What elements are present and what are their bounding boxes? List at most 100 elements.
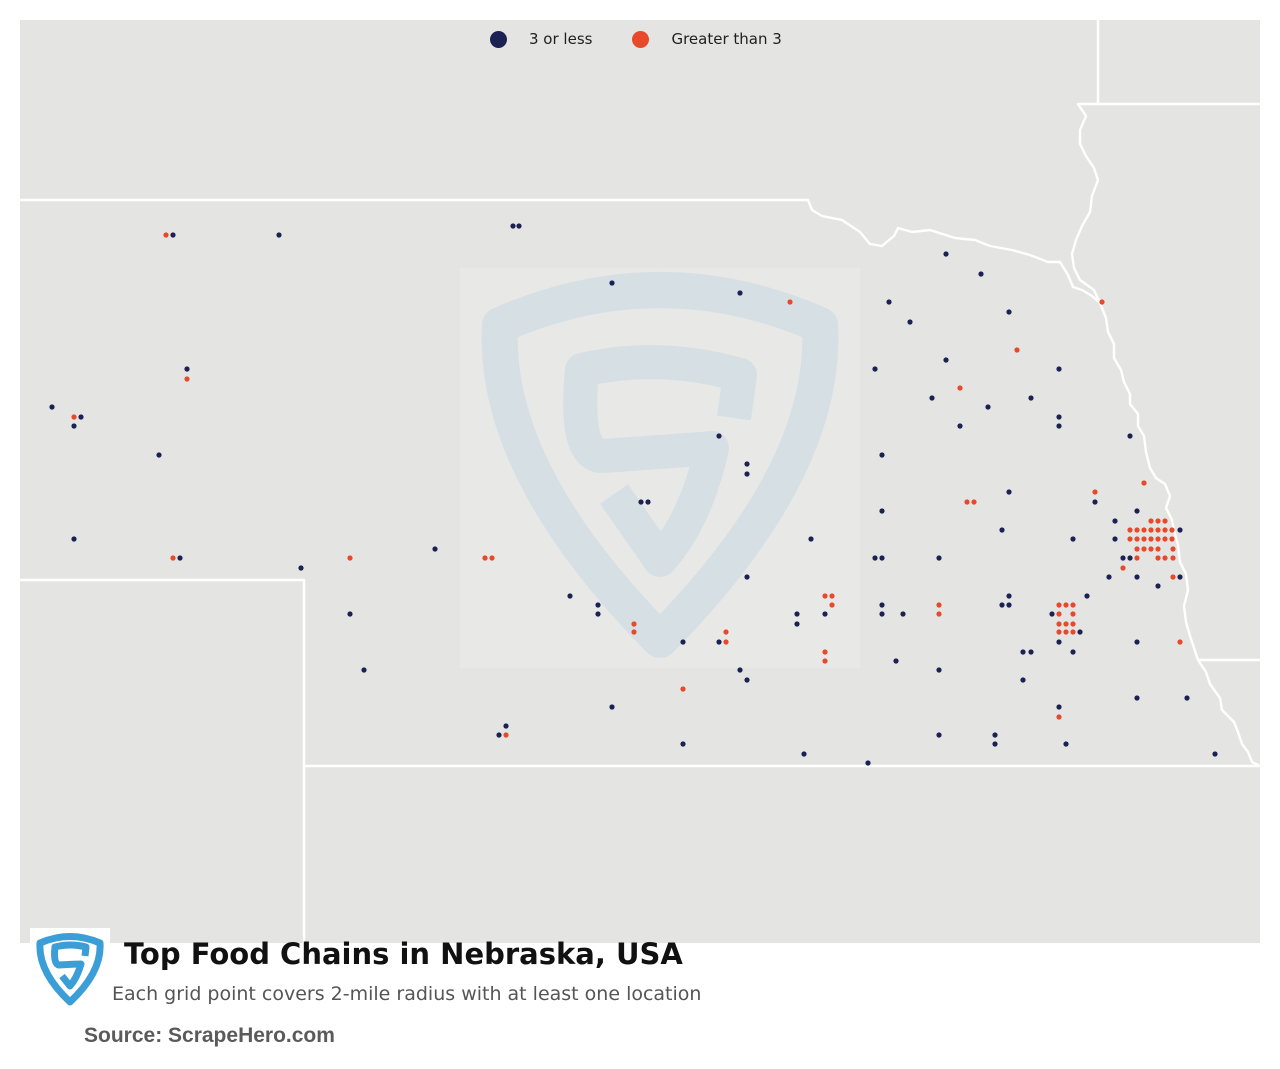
location-dot-greater-than-3 — [1162, 527, 1168, 533]
watermark-shield — [481, 272, 839, 658]
location-dot-3-or-less — [992, 732, 998, 738]
location-dot-greater-than-3 — [631, 629, 637, 635]
watermark-s — [563, 345, 757, 577]
location-dot-3-or-less — [347, 611, 353, 617]
watermark-logo — [460, 268, 860, 668]
location-dot-3-or-less — [1177, 527, 1183, 533]
location-dot-greater-than-3 — [1056, 714, 1062, 720]
location-dot-greater-than-3 — [1141, 546, 1147, 552]
location-dot-3-or-less — [1155, 583, 1161, 589]
location-dot-greater-than-3 — [822, 658, 828, 664]
location-dot-greater-than-3 — [1127, 527, 1133, 533]
location-dot-greater-than-3 — [1141, 480, 1147, 486]
location-dot-3-or-less — [1056, 414, 1062, 420]
location-dot-3-or-less — [978, 271, 984, 277]
location-dot-greater-than-3 — [1092, 489, 1098, 495]
location-dot-3-or-less — [985, 404, 991, 410]
location-dot-3-or-less — [744, 471, 750, 477]
location-dot-3-or-less — [1056, 704, 1062, 710]
location-dot-greater-than-3 — [482, 555, 488, 561]
location-dot-greater-than-3 — [1141, 536, 1147, 542]
location-dot-3-or-less — [1006, 489, 1012, 495]
legend-label-low: 3 or less — [529, 30, 593, 48]
page-subtitle: Each grid point covers 2-mile radius wit… — [112, 983, 702, 1005]
location-dot-3-or-less — [716, 433, 722, 439]
location-dot-3-or-less — [1134, 639, 1140, 645]
location-dot-greater-than-3 — [1070, 611, 1076, 617]
location-dot-greater-than-3 — [1170, 546, 1176, 552]
location-dot-greater-than-3 — [1162, 518, 1168, 524]
location-dot-3-or-less — [1212, 751, 1218, 757]
location-dot-3-or-less — [1184, 695, 1190, 701]
location-dot-3-or-less — [737, 667, 743, 673]
location-dot-3-or-less — [1020, 649, 1026, 655]
location-dot-3-or-less — [999, 602, 1005, 608]
location-dot-3-or-less — [879, 602, 885, 608]
location-dot-3-or-less — [1134, 574, 1140, 580]
location-dot-greater-than-3 — [1056, 621, 1062, 627]
location-dot-3-or-less — [744, 574, 750, 580]
location-dot-3-or-less — [801, 751, 807, 757]
location-dot-3-or-less — [872, 366, 878, 372]
location-dot-greater-than-3 — [1155, 536, 1161, 542]
location-dot-3-or-less — [879, 508, 885, 514]
location-dot-greater-than-3 — [347, 555, 353, 561]
location-dot-3-or-less — [879, 555, 885, 561]
location-dot-greater-than-3 — [822, 649, 828, 655]
location-dot-greater-than-3 — [829, 593, 835, 599]
location-dot-3-or-less — [645, 499, 651, 505]
location-dot-greater-than-3 — [1056, 629, 1062, 635]
location-dot-3-or-less — [71, 536, 77, 542]
location-dot-greater-than-3 — [680, 686, 686, 692]
location-dot-greater-than-3 — [1063, 629, 1069, 635]
location-dot-greater-than-3 — [822, 593, 828, 599]
location-dot-greater-than-3 — [1063, 621, 1069, 627]
location-dot-greater-than-3 — [1134, 555, 1140, 561]
location-dot-3-or-less — [516, 223, 522, 229]
location-dot-greater-than-3 — [1155, 555, 1161, 561]
location-dot-greater-than-3 — [1070, 629, 1076, 635]
location-dot-greater-than-3 — [1169, 536, 1175, 542]
location-dot-3-or-less — [361, 667, 367, 673]
location-dot-3-or-less — [1092, 499, 1098, 505]
location-dot-greater-than-3 — [723, 639, 729, 645]
location-dot-3-or-less — [49, 404, 55, 410]
location-dot-3-or-less — [1056, 423, 1062, 429]
location-dot-greater-than-3 — [1148, 546, 1154, 552]
location-dot-3-or-less — [1049, 611, 1055, 617]
nebraska-west-border — [20, 578, 306, 943]
location-dot-3-or-less — [744, 677, 750, 683]
location-dot-greater-than-3 — [1070, 621, 1076, 627]
location-dot-3-or-less — [496, 732, 502, 738]
location-dot-3-or-less — [680, 741, 686, 747]
location-dot-3-or-less — [872, 555, 878, 561]
location-dot-greater-than-3 — [787, 299, 793, 305]
legend: 3 or less Greater than 3 — [490, 30, 822, 48]
location-dot-greater-than-3 — [1177, 639, 1183, 645]
location-dot-3-or-less — [737, 290, 743, 296]
location-dot-3-or-less — [900, 611, 906, 617]
location-dot-greater-than-3 — [170, 555, 176, 561]
location-dot-3-or-less — [744, 461, 750, 467]
legend-item-low: 3 or less — [490, 30, 592, 48]
location-dot-3-or-less — [808, 536, 814, 542]
iowa-sd-border — [1070, 102, 1260, 304]
location-dot-3-or-less — [1106, 574, 1112, 580]
location-dot-greater-than-3 — [936, 602, 942, 608]
location-dot-3-or-less — [936, 732, 942, 738]
location-dot-greater-than-3 — [489, 555, 495, 561]
location-dot-greater-than-3 — [1148, 518, 1154, 524]
location-dot-greater-than-3 — [1134, 536, 1140, 542]
location-dot-3-or-less — [184, 366, 190, 372]
location-dot-3-or-less — [929, 395, 935, 401]
location-dot-3-or-less — [1056, 366, 1062, 372]
location-dot-3-or-less — [936, 667, 942, 673]
location-dot-greater-than-3 — [964, 499, 970, 505]
location-dot-greater-than-3 — [1155, 527, 1161, 533]
location-dot-greater-than-3 — [957, 385, 963, 391]
location-dot-3-or-less — [1112, 518, 1118, 524]
location-dot-greater-than-3 — [503, 732, 509, 738]
location-dot-greater-than-3 — [723, 629, 729, 635]
location-dot-3-or-less — [595, 611, 601, 617]
